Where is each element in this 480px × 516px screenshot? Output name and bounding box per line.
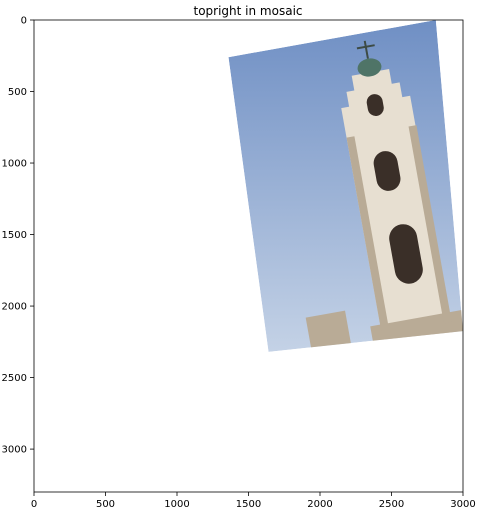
y-tick-label: 3000 bbox=[2, 445, 27, 456]
tower-shape bbox=[346, 136, 390, 335]
tower-shape bbox=[357, 58, 382, 77]
x-tick-label: 1500 bbox=[236, 499, 261, 510]
tower-shape bbox=[389, 224, 423, 284]
bell-tower-photo bbox=[305, 40, 463, 352]
x-axis: 0 500 1000 1500 2000 2500 3000 bbox=[31, 492, 476, 510]
y-tick-label: 1500 bbox=[2, 230, 27, 241]
chart-title: topright in mosaic bbox=[194, 4, 303, 18]
y-tick-label: 0 bbox=[21, 16, 27, 27]
x-tick-label: 2500 bbox=[379, 499, 404, 510]
tower-shape bbox=[363, 40, 369, 59]
tower-shape bbox=[305, 310, 356, 352]
y-tick-label: 1000 bbox=[2, 159, 27, 170]
tower-shape bbox=[366, 94, 384, 116]
y-tick-label: 2000 bbox=[2, 302, 27, 313]
plot-area: 0 500 1000 1500 2000 2500 3000 0 500 1000 1500 200… bbox=[2, 16, 476, 511]
x-tick-label: 500 bbox=[96, 499, 115, 510]
tower-shape bbox=[408, 125, 452, 324]
y-tick-label: 500 bbox=[8, 87, 27, 98]
tower-shape bbox=[356, 44, 375, 50]
tower-shape bbox=[341, 95, 455, 352]
x-tick-label: 2000 bbox=[307, 499, 332, 510]
tower-shape bbox=[351, 69, 393, 96]
x-tick-label: 1000 bbox=[164, 499, 189, 510]
mosaic-image bbox=[228, 20, 463, 352]
tower-shape bbox=[373, 151, 401, 191]
x-tick-label: 3000 bbox=[450, 499, 475, 510]
y-tick-label: 2500 bbox=[2, 373, 27, 384]
x-tick-label: 0 bbox=[31, 499, 37, 510]
y-axis: 0 500 1000 1500 2000 2500 3000 bbox=[2, 16, 34, 456]
